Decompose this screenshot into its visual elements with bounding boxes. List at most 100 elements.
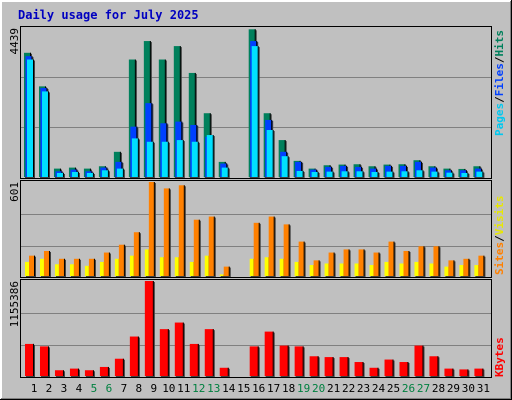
legend-pages: Pages (493, 103, 506, 136)
kbytes-bar-27 (414, 345, 425, 377)
pages-bar-19 (296, 170, 305, 178)
pages-bar-23 (356, 171, 365, 178)
pages-bar-4 (71, 171, 80, 178)
legend-sep-2: / (493, 56, 506, 63)
sites-bar-16 (253, 222, 261, 277)
sites-bar-8 (133, 232, 141, 277)
sites-bar-5 (88, 258, 96, 277)
x-tick-label: 7 (121, 382, 128, 395)
kbytes-ymax-label: 1155386 (8, 281, 21, 327)
sites-bar-12 (193, 219, 201, 277)
kbytes-bar-18 (279, 345, 290, 377)
sites-ymax-label: 601 (8, 182, 21, 202)
pages-bar-22 (341, 171, 350, 178)
panel-frames (20, 26, 492, 378)
kbytes-bar-5 (84, 370, 95, 377)
sites-bar-31 (478, 255, 486, 277)
sites-bar-7 (118, 244, 126, 277)
hits-ymax-label: 4439 (8, 28, 21, 55)
sites-bar-4 (73, 258, 81, 277)
kbytes-bar-11 (174, 322, 185, 377)
kbytes-bar-13 (204, 329, 215, 377)
pages-bar-16 (251, 46, 260, 179)
sites-bar-19 (298, 241, 306, 277)
kbytes-bar-26 (399, 362, 410, 377)
kbytes-bar-10 (159, 329, 170, 377)
sites-bar-30 (463, 258, 471, 277)
pages-bar-30 (461, 172, 470, 178)
bars (24, 29, 486, 377)
kbytes-bar-28 (429, 356, 440, 377)
x-axis-labels: 1 2 3 4 5 6 7 8 9 10 11 12 13 14 15 16 17 18 19 20 21 22 23 24 2… (31, 382, 490, 395)
x-tick-label: 16 (252, 382, 265, 395)
x-tick-label: 28 (432, 382, 445, 395)
kbytes-bar-30 (459, 369, 470, 377)
x-tick-label: 5 (91, 382, 98, 395)
kbytes-legend: KBytes (493, 337, 506, 377)
x-tick-label: 29 (447, 382, 460, 395)
pages-bar-17 (266, 130, 275, 178)
x-tick-label: 27 (417, 382, 430, 395)
pages-bar-12 (191, 141, 200, 178)
pages-bar-26 (401, 171, 410, 178)
pages-bar-2 (41, 91, 50, 178)
sites-bar-3 (58, 258, 66, 277)
sites-bar-17 (268, 216, 276, 277)
kbytes-bar-31 (474, 368, 485, 377)
kbytes-bar-22 (339, 357, 350, 377)
sites-bar-13 (208, 216, 216, 277)
pages-bar-21 (326, 171, 335, 178)
kbytes-bar-12 (189, 343, 200, 377)
kbytes-bar-23 (354, 362, 365, 377)
hits-legend: Pages/Files/Hits (493, 30, 506, 136)
pages-bar-1 (27, 59, 35, 178)
x-tick-label: 24 (372, 382, 386, 395)
kbytes-bar-20 (309, 356, 320, 377)
x-tick-label: 31 (477, 382, 490, 395)
x-tick-label: 8 (136, 382, 143, 395)
pages-bar-10 (161, 141, 170, 178)
kbytes-bar-14 (219, 367, 230, 377)
x-tick-label: 22 (342, 382, 355, 395)
kbytes-bar-3 (54, 370, 65, 377)
pages-bar-13 (206, 135, 215, 178)
kbytes-bar-9 (144, 281, 155, 377)
x-tick-label: 4 (76, 382, 83, 395)
x-tick-label: 15 (237, 382, 250, 395)
legend-sites: Sites (493, 242, 506, 275)
chart-title: Daily usage for July 2025 (18, 8, 199, 22)
legend-kbytes: KBytes (493, 337, 506, 377)
legend-sep-1: / (493, 96, 506, 103)
sites-bar-29 (448, 260, 456, 277)
kbytes-bar-2 (39, 346, 50, 377)
sites-bar-11 (178, 185, 186, 277)
x-tick-label: 18 (282, 382, 295, 395)
sites-bar-23 (358, 249, 366, 277)
x-tick-label: 14 (222, 382, 236, 395)
sites-bar-25 (388, 241, 396, 277)
x-tick-label: 13 (207, 382, 220, 395)
kbytes-bar-16 (249, 346, 260, 377)
sites-bar-18 (283, 224, 291, 277)
pages-bar-31 (476, 171, 485, 178)
legend-visits: Visits (493, 196, 506, 236)
x-tick-label: 25 (387, 382, 400, 395)
kbytes-bar-21 (324, 357, 335, 377)
x-tick-label: 21 (327, 382, 340, 395)
x-tick-label: 1 (31, 382, 38, 395)
sites-bar-14 (223, 266, 231, 277)
sites-bar-27 (418, 246, 426, 277)
x-tick-label: 6 (106, 382, 113, 395)
x-tick-label: 12 (192, 382, 205, 395)
kbytes-bar-24 (369, 367, 380, 377)
sites-bar-6 (103, 252, 111, 277)
kbytes-bar-1 (25, 343, 35, 377)
sites-bar-2 (43, 250, 51, 277)
pages-bar-28 (431, 171, 440, 178)
x-tick-label: 23 (357, 382, 370, 395)
pages-bar-7 (116, 168, 125, 178)
x-tick-label: 17 (267, 382, 280, 395)
sites-bar-10 (163, 188, 171, 277)
pages-bar-11 (176, 140, 185, 178)
